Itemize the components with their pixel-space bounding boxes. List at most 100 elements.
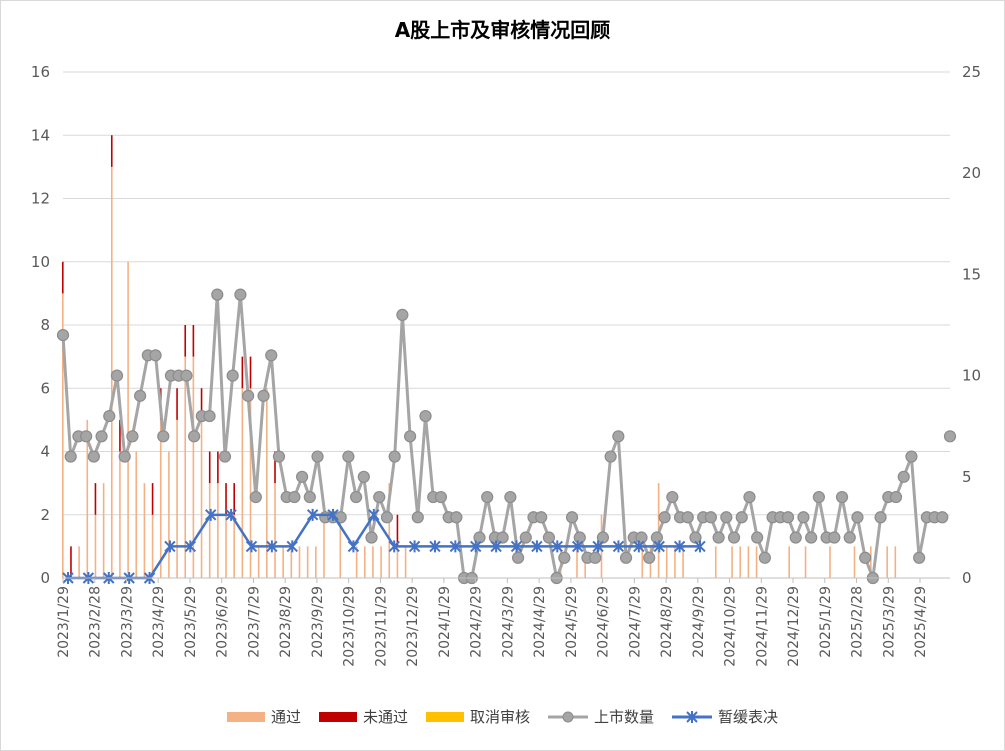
listings-point (511, 551, 525, 564)
legend-label-listings: 上市数量 (594, 708, 655, 726)
bar-pass (396, 546, 399, 578)
listings-point (403, 430, 417, 443)
listings-point (218, 450, 232, 463)
listings-point (943, 430, 957, 443)
listings-point (288, 490, 301, 504)
legend-swatch-fail (318, 711, 357, 722)
bar-pass (363, 546, 366, 578)
deferred-point (653, 540, 665, 553)
bar-fail (241, 356, 244, 389)
listings-point (936, 511, 949, 524)
bar-pass (853, 546, 856, 578)
bar-pass (127, 261, 129, 578)
bar-pass (168, 451, 170, 578)
listings-point (419, 409, 432, 423)
listings-point (234, 288, 247, 301)
right-axis-tick-label: 10 (962, 367, 981, 385)
x-axis-tick-label: 2023/5/29 (183, 586, 199, 658)
bar-pass (576, 546, 578, 578)
bar-pass (682, 546, 684, 578)
x-axis-tick-label: 2024/9/29 (691, 586, 707, 658)
x-axis-tick-label: 2023/10/29 (342, 586, 358, 667)
deferred-point (510, 540, 523, 553)
listings-point (95, 430, 108, 443)
x-axis-tick-label: 2023/8/29 (278, 586, 294, 658)
listings-point (118, 450, 131, 463)
bar-pass (94, 514, 97, 578)
listings-point (496, 531, 509, 544)
legend-item-pass: 通过 (226, 706, 301, 727)
deferred-point (429, 540, 441, 553)
bar-fail (70, 546, 72, 578)
listings-point (272, 450, 286, 463)
deferred-point (408, 540, 421, 553)
bar-pass (184, 356, 187, 578)
bar-pass (739, 546, 742, 578)
bar-pass (119, 451, 121, 578)
listings-point (727, 531, 741, 544)
bar-pass (282, 546, 284, 578)
bar-pass (870, 546, 872, 578)
listings-point (751, 531, 764, 544)
listings-point (643, 551, 656, 564)
listings-point (612, 430, 625, 443)
bar-fail (110, 135, 113, 167)
deferred-point (531, 540, 543, 553)
deferred-point (571, 540, 584, 553)
bar-pass (829, 546, 831, 578)
listings-point (504, 490, 517, 504)
listings-point (134, 389, 147, 402)
bar-pass (380, 546, 382, 578)
listings-point (604, 450, 617, 463)
bar-pass (894, 546, 897, 578)
listings-point (303, 490, 316, 504)
x-axis-tick-label: 2024/10/29 (723, 586, 739, 667)
left-axis-tick-label: 0 (40, 569, 50, 587)
bar-fail (151, 483, 154, 515)
bar-pass (200, 419, 203, 578)
deferred-point (470, 540, 482, 553)
bar-pass (143, 483, 146, 578)
x-axis-tick-label: 2023/2/28 (88, 586, 104, 658)
left-axis-tick-label: 6 (40, 379, 50, 397)
bar-fail (249, 356, 252, 389)
listings-point (913, 551, 926, 564)
bar-fail (176, 388, 178, 420)
deferred-point (164, 540, 176, 553)
legend: 通过 未通过 取消审核 上市数量 暂缓表决 (0, 706, 1005, 727)
bar-pass (102, 483, 105, 578)
bar-pass (159, 419, 162, 578)
listings-point (789, 531, 802, 544)
x-axis-tick-label: 2024/3/29 (500, 586, 516, 658)
listings-point (658, 511, 671, 524)
listings-point (211, 288, 224, 301)
listings-point (373, 490, 386, 504)
left-axis-tick-label: 12 (31, 190, 50, 208)
bar-pass (298, 546, 301, 578)
x-axis-tick-label: 2024/2/29 (469, 586, 485, 658)
x-axis-tick-label: 2023/9/29 (310, 586, 326, 658)
listings-point (226, 369, 239, 382)
bar-pass (404, 546, 407, 578)
listings-point (835, 490, 849, 504)
bar-pass (274, 483, 276, 578)
bar-pass (249, 388, 252, 578)
legend-item-fail: 未通过 (318, 706, 408, 727)
listings-point (735, 511, 748, 524)
listings-point (712, 531, 725, 544)
bar-fail (119, 419, 121, 452)
deferred-point (184, 540, 197, 553)
deferred-point (368, 508, 380, 521)
deferred-point (205, 508, 217, 521)
deferred-point (612, 540, 625, 553)
listings-point (411, 511, 424, 524)
listings-point (573, 531, 586, 544)
listings-point (905, 450, 918, 463)
right-axis-tick-label: 20 (962, 164, 981, 182)
listings-point (589, 551, 602, 564)
listings-point (388, 450, 401, 463)
bar-pass (747, 546, 750, 578)
x-axis-tick-label: 2024/5/29 (564, 586, 580, 658)
x-axis-tick-label: 2024/8/29 (659, 586, 675, 658)
x-axis-tick-label: 2025/1/29 (818, 586, 834, 658)
